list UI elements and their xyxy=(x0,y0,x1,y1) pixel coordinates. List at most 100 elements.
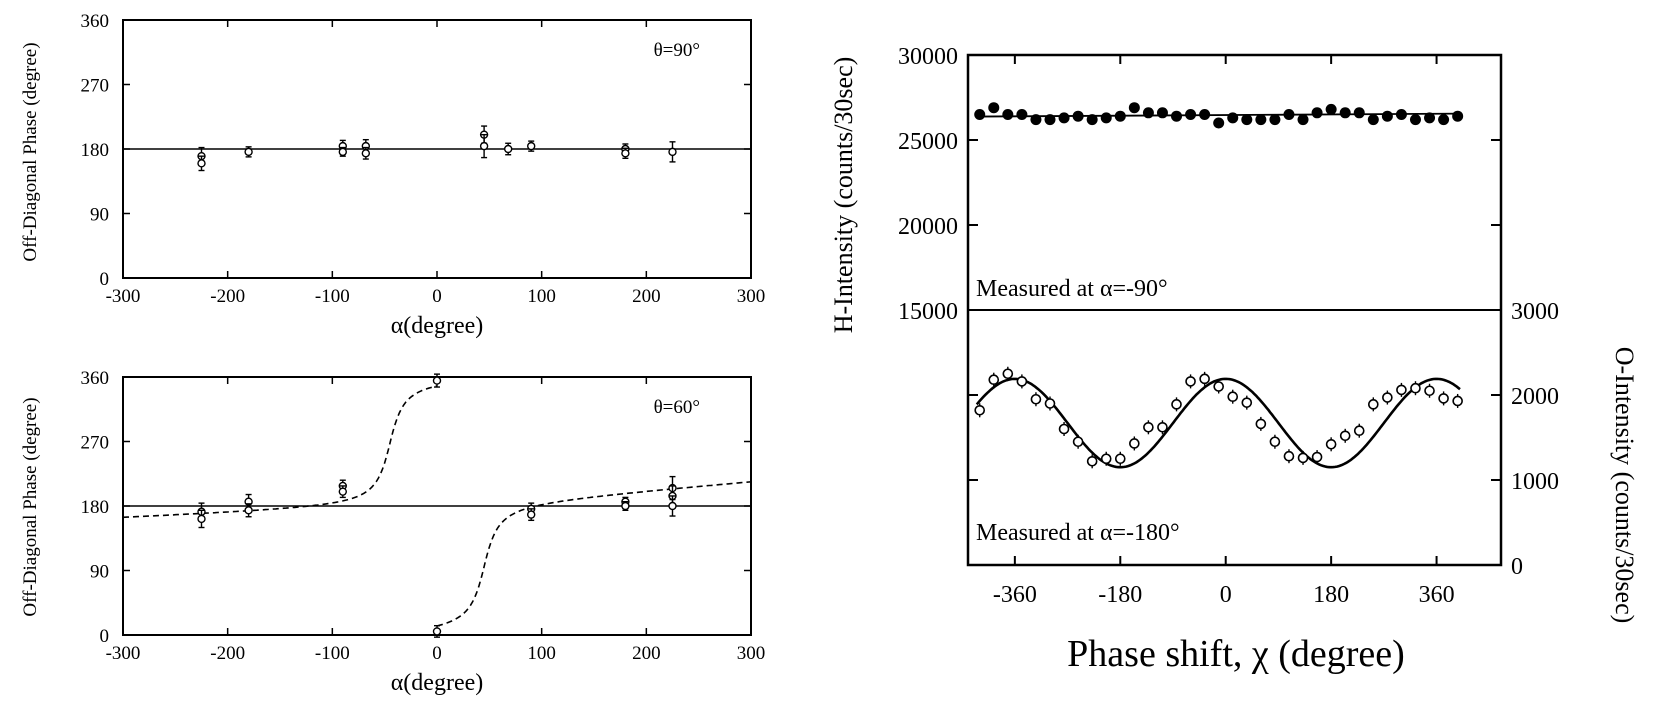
y-tick-label: 360 xyxy=(81,368,110,389)
data-point xyxy=(527,510,536,519)
data-point xyxy=(197,514,206,524)
lower-data-point xyxy=(1213,381,1224,392)
x-tick-label: -360 xyxy=(993,582,1037,608)
y-tick-label-right: 0 xyxy=(1511,554,1523,580)
data-points xyxy=(974,102,1464,469)
upper-data-point xyxy=(1114,110,1126,122)
y-axis-label-left: H-Intensity (counts/30sec) xyxy=(829,57,858,334)
lower-data-point xyxy=(1424,385,1435,397)
upper-data-point xyxy=(1269,114,1281,126)
upper-data-point xyxy=(1171,110,1183,122)
y-tick-label: 0 xyxy=(100,269,110,290)
data-point xyxy=(432,376,442,385)
data-point xyxy=(621,501,630,511)
upper-data-point xyxy=(1058,112,1070,124)
x-tick-label: 0 xyxy=(1220,582,1232,608)
theory-curve xyxy=(436,481,752,627)
lower-data-point xyxy=(1016,376,1028,387)
y-tick-label: 0 xyxy=(100,626,110,647)
data-point xyxy=(621,149,630,158)
x-axis-label: α(degree) xyxy=(391,313,484,339)
x-tick-label: -100 xyxy=(315,643,350,664)
x-tick-label: -100 xyxy=(315,286,350,307)
lower-data-point xyxy=(1283,450,1295,462)
y-tick-label: 270 xyxy=(81,76,110,97)
y-axis-label: Off-Diagonal Phase (degree) xyxy=(20,397,41,616)
lower-data-point xyxy=(1199,373,1210,385)
upper-data-point xyxy=(1199,109,1211,120)
lower-data-point xyxy=(1382,392,1393,403)
lower-data-point xyxy=(1339,430,1351,442)
axes: -300 -200 -100 0 100 200 300 0 90 180 270 360 xyxy=(81,368,766,664)
lower-data-point xyxy=(1241,397,1253,408)
chart-bottom-left: θ=60° Off-Diagonal Phase (degree) α(degr… xyxy=(20,368,765,696)
upper-data-point xyxy=(1156,107,1168,119)
upper-data-point xyxy=(1395,109,1407,120)
annotation-theta-60: θ=60° xyxy=(654,397,700,418)
data-point xyxy=(338,147,347,157)
upper-data-point xyxy=(1002,109,1014,120)
data-point xyxy=(361,149,371,158)
lower-data-point xyxy=(1452,395,1463,407)
y-tick-label-right: 3000 xyxy=(1511,299,1559,325)
data-points xyxy=(122,373,752,638)
data-point xyxy=(668,147,677,157)
upper-data-point xyxy=(1452,110,1464,122)
chart-top-left: θ=90° Off-Diagonal Phase (degree) α(degr… xyxy=(20,11,765,339)
lower-data-point xyxy=(1269,436,1281,448)
data-point xyxy=(527,141,536,151)
x-axis-label: Phase shift, χ (degree) xyxy=(1067,633,1405,675)
lower-data-point xyxy=(1143,421,1154,433)
x-tick-label: 200 xyxy=(632,643,661,664)
x-tick-label: 300 xyxy=(737,643,766,664)
upper-data-point xyxy=(1424,112,1436,124)
x-tick-label: 180 xyxy=(1313,582,1349,608)
lower-data-point xyxy=(1410,382,1421,394)
lower-data-point xyxy=(1030,393,1042,405)
y-tick-label: 90 xyxy=(90,205,109,226)
x-tick-label: 100 xyxy=(527,643,556,664)
y-tick-label: 180 xyxy=(81,140,110,161)
theory-curve xyxy=(122,385,438,519)
y-tick-label: 180 xyxy=(81,497,110,518)
y-tick-label-left: 20000 xyxy=(898,214,958,240)
axes: -360 -180 0 180 360 15000 20000 25000 30000 0 1000… xyxy=(898,44,1559,608)
lower-data-point xyxy=(1325,438,1337,450)
annotation-upper: Measured at α=-90° xyxy=(976,276,1168,302)
lower-data-point xyxy=(1185,376,1196,387)
upper-data-point xyxy=(1072,110,1084,122)
upper-data-point xyxy=(1100,112,1112,124)
upper-data-point xyxy=(1128,102,1140,114)
upper-fit-line xyxy=(976,112,1461,118)
upper-data-point xyxy=(1185,109,1197,120)
lower-data-point xyxy=(988,374,1000,386)
lower-data-point xyxy=(1255,418,1267,430)
x-tick-label: 0 xyxy=(432,286,442,307)
lower-data-point xyxy=(1058,423,1070,435)
lower-data-point xyxy=(1297,452,1309,464)
y-axis-label: Off-Diagonal Phase (degree) xyxy=(20,42,41,261)
upper-data-point xyxy=(1255,114,1267,126)
x-tick-label: -300 xyxy=(106,643,141,664)
upper-data-point xyxy=(1030,114,1042,126)
x-tick-label: 200 xyxy=(632,286,661,307)
x-axis-label: α(degree) xyxy=(391,670,484,696)
y-tick-label-left: 25000 xyxy=(898,129,958,155)
y-tick-label-right: 1000 xyxy=(1511,469,1559,495)
upper-data-point xyxy=(974,109,986,120)
lower-data-point xyxy=(1438,393,1449,404)
x-tick-label: -200 xyxy=(210,286,245,307)
x-tick-label: 100 xyxy=(527,286,556,307)
upper-data-point xyxy=(1367,114,1379,126)
upper-data-point xyxy=(1409,114,1421,126)
lower-data-point xyxy=(1114,453,1126,465)
upper-data-point xyxy=(1086,114,1098,126)
lower-data-point xyxy=(1353,425,1365,437)
upper-data-point xyxy=(988,102,1000,114)
data-point xyxy=(668,501,677,511)
upper-data-point xyxy=(1227,112,1239,124)
upper-data-point xyxy=(1339,107,1351,119)
annotation-lower: Measured at α=-180° xyxy=(976,520,1180,546)
chart-right: Measured at α=-90° Measured at α=-180° H… xyxy=(829,44,1639,675)
x-tick-label: -180 xyxy=(1098,582,1142,608)
